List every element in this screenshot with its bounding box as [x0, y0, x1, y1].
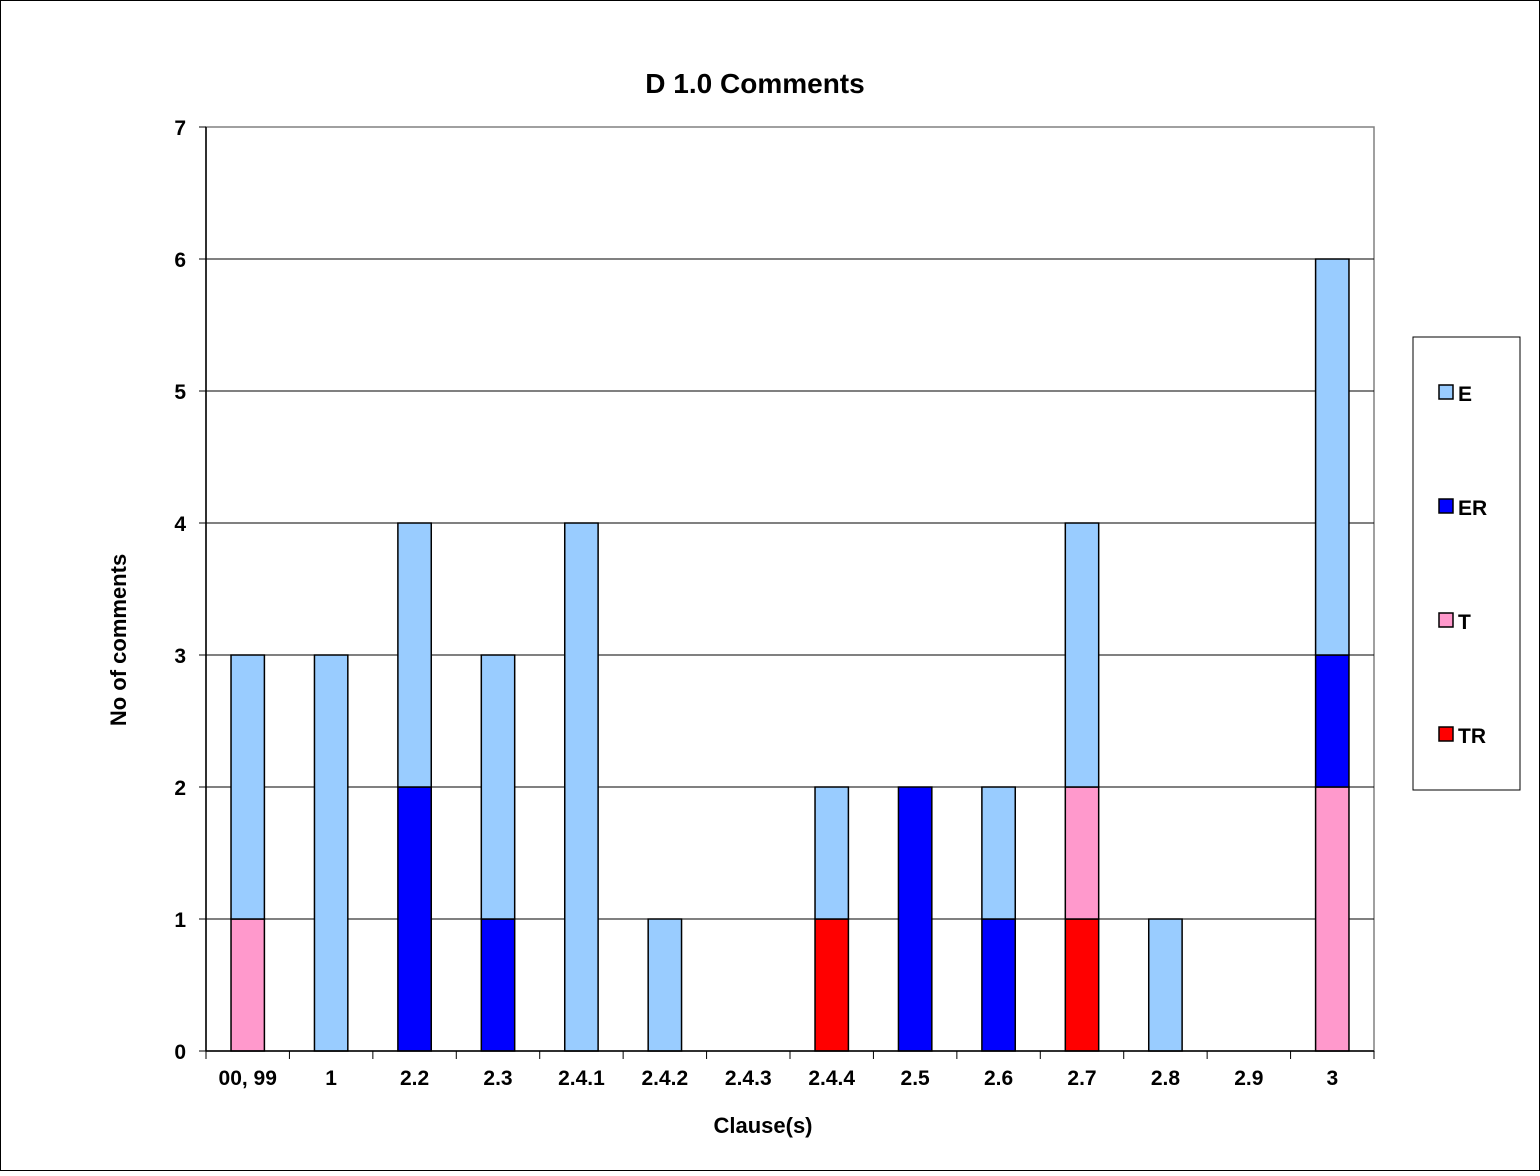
- y-tick-label: 5: [174, 381, 186, 404]
- x-tick-labels: 00, 99 1 2.2 2.3 2.4.1 2.4.2 2.4.3 2.4.4 2.5 2.6 2…: [219, 1067, 1339, 1090]
- legend-swatch-t: [1438, 612, 1454, 628]
- x-axis-label: Clause(s): [713, 1113, 812, 1138]
- bars-group: [230, 258, 1350, 1052]
- y-axis-label: No of comments: [106, 554, 131, 726]
- x-tick-label: 00, 99: [219, 1067, 277, 1090]
- plot-area: [205, 126, 1375, 1052]
- y-tick-label: 4: [174, 513, 186, 536]
- x-tick-label: 3: [1326, 1067, 1338, 1090]
- y-tick-label: 6: [174, 249, 186, 272]
- axes-group: [199, 126, 1375, 1059]
- bar-segment-e: [230, 654, 266, 920]
- bar-segment-t: [230, 918, 266, 1052]
- x-tick-label: 2.2: [400, 1067, 429, 1090]
- legend-label-er: ER: [1458, 497, 1487, 520]
- y-tick-label: 7: [174, 117, 186, 140]
- bar-segment-e: [397, 522, 433, 788]
- x-tick-label: 2.5: [901, 1067, 931, 1090]
- legend-items: E ER T TR: [1438, 383, 1487, 748]
- bar-segment-e: [814, 786, 850, 920]
- x-tick-label: 2.4.2: [641, 1067, 688, 1090]
- x-tick-label: 2.4.3: [725, 1067, 772, 1090]
- bar-segment-e: [480, 654, 516, 920]
- x-tick-label: 2.4.4: [808, 1067, 855, 1090]
- y-tick-label: 0: [174, 1041, 186, 1064]
- bar-segment-er: [981, 918, 1017, 1052]
- bar-segment-e: [313, 654, 349, 1052]
- legend: E ER T TR: [1412, 336, 1521, 791]
- bar-segment-e: [647, 918, 683, 1052]
- legend-swatch-e: [1438, 384, 1454, 400]
- bar-segment-e: [1147, 918, 1183, 1052]
- x-tick-label: 2.6: [984, 1067, 1013, 1090]
- x-tick-label: 1: [325, 1067, 337, 1090]
- x-tick-label: 2.3: [483, 1067, 512, 1090]
- x-tick-label: 2.4.1: [558, 1067, 605, 1090]
- legend-label-t: T: [1458, 611, 1471, 634]
- bar-segment-er: [897, 786, 933, 1052]
- y-tick-label: 3: [174, 645, 186, 668]
- x-tick-label: 2.7: [1067, 1067, 1096, 1090]
- bar-segment-er: [480, 918, 516, 1052]
- legend-label-tr: TR: [1458, 725, 1486, 748]
- bar-segment-tr: [814, 918, 850, 1052]
- bar-segment-er: [1314, 654, 1350, 788]
- bar-segment-t: [1314, 786, 1350, 1052]
- legend-label-e: E: [1458, 383, 1472, 406]
- y-tick-label: 2: [174, 777, 186, 800]
- bar-segment-e: [1314, 258, 1350, 656]
- bar-segment-e: [1064, 522, 1100, 788]
- legend-swatch-tr: [1438, 726, 1454, 742]
- bar-segment-e: [563, 522, 599, 1052]
- bar-segment-tr: [1064, 918, 1100, 1052]
- y-tick-label: 1: [174, 909, 186, 932]
- x-tick-label: 2.9: [1234, 1067, 1263, 1090]
- legend-box: [1412, 336, 1521, 791]
- chart-title: D 1.0 Comments: [645, 68, 864, 99]
- bar-segment-e: [981, 786, 1017, 920]
- bar-segment-er: [397, 786, 433, 1052]
- y-tick-labels: 0 1 2 3 4 5 6 7: [174, 117, 186, 1064]
- legend-swatch-er: [1438, 498, 1454, 514]
- x-tick-label: 2.8: [1151, 1067, 1181, 1090]
- bar-segment-t: [1064, 786, 1100, 920]
